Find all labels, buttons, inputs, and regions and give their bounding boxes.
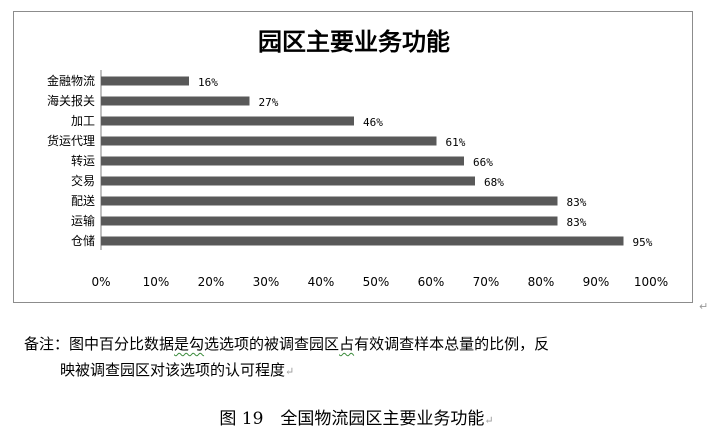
tick-label: 60% <box>418 275 445 289</box>
category-label: 配送 <box>71 193 95 208</box>
category-label: 运输 <box>71 213 95 228</box>
category-label: 货运代理 <box>47 133 95 148</box>
note-text-2: 是勾 <box>174 335 205 353</box>
bar <box>101 96 250 106</box>
caption-return-mark: ↵ <box>484 414 494 427</box>
data-label: 95% <box>633 236 653 249</box>
bar <box>101 136 437 146</box>
category-label: 仓储 <box>71 233 95 248</box>
note-text-3: 选选项的被调查园区 <box>204 335 340 353</box>
chart-title: 园区主要业务功能 <box>258 27 450 56</box>
note-label: 备注： <box>24 335 70 353</box>
tick-label: 100% <box>634 275 668 289</box>
data-label: 66% <box>473 156 493 169</box>
bar <box>101 156 464 166</box>
category-label: 金融物流 <box>47 73 95 88</box>
category-label: 加工 <box>71 114 95 128</box>
tick-label: 50% <box>363 275 390 289</box>
tick-label: 70% <box>473 275 500 289</box>
data-label: 16% <box>198 76 218 89</box>
category-label: 海关报关 <box>47 93 95 108</box>
tick-label: 10% <box>143 275 170 289</box>
tick-label: 0% <box>91 275 110 289</box>
category-label: 转运 <box>71 153 95 168</box>
category-label: 交易 <box>71 173 95 188</box>
tick-label: 30% <box>253 275 280 289</box>
bar <box>101 236 624 246</box>
bar <box>101 76 189 86</box>
data-label: 46% <box>363 116 383 129</box>
data-label: 83% <box>567 216 587 229</box>
tick-label: 80% <box>528 275 555 289</box>
figure-caption: 图 19 全国物流园区主要业务功能↵ <box>0 404 713 429</box>
bar-chart: 园区主要业务功能 金融物流 16% 海关报关 27% 加工 46% 货运代理 61% 转运 66%… <box>47 27 668 289</box>
bar <box>101 176 475 186</box>
data-label: 83% <box>567 196 587 209</box>
chart-note: 备注：图中百分比数据是勾选选项的被调查园区占有效调查样本总量的比例，反 映被调查… <box>24 331 704 385</box>
bar <box>101 116 354 126</box>
data-label: 61% <box>446 136 466 149</box>
return-mark-corner: ↵ <box>699 300 709 313</box>
note-text-4: 占 <box>339 335 355 353</box>
note-text-1: 图中百分比数据 <box>69 335 175 353</box>
tick-label: 40% <box>308 275 335 289</box>
data-label: 27% <box>259 96 279 109</box>
caption-text: 图 19 全国物流园区主要业务功能 <box>219 409 485 429</box>
note-text-line2: 映被调查园区对该选项的认可程度 <box>60 361 286 379</box>
note-text-5: 有效调查样本总量的比例，反 <box>354 335 550 353</box>
chart-frame: 园区主要业务功能 金融物流 16% 海关报关 27% 加工 46% 货运代理 61% 转运 66%… <box>13 11 693 303</box>
tick-label: 90% <box>583 275 610 289</box>
data-label: 68% <box>484 176 504 189</box>
return-mark: ↵ <box>285 365 295 378</box>
bar <box>101 196 558 206</box>
bar <box>101 216 558 226</box>
tick-label: 20% <box>198 275 225 289</box>
